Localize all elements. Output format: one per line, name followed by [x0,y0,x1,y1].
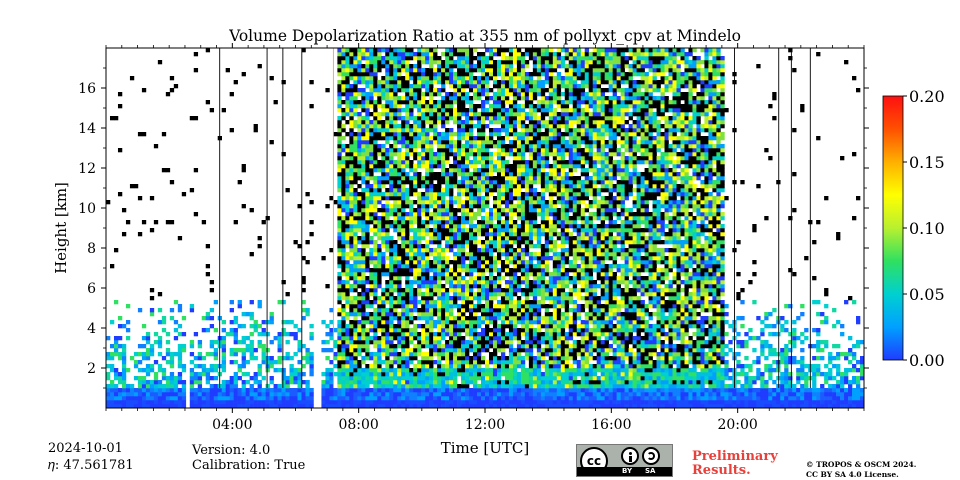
profile-marks [219,48,811,388]
x-tick-label: 16:00 [591,417,631,433]
y-tick-label: 14 [78,121,96,137]
footer-date: 2024-10-01 [48,441,123,456]
cc-sa-text: SA [645,467,656,475]
chart-title: Volume Depolarization Ratio at 355 nm of… [228,27,741,45]
colorbar-tick-label: 0.15 [909,153,945,172]
x-tick-label: 08:00 [338,417,378,433]
x-axis: 04:00 08:00 12:00 16:00 20:00 [105,43,865,433]
cc-icon: cc [580,447,608,475]
footer-eta: 𝜂: 47.561781 [48,458,134,473]
heatmap-plot-area [106,48,864,408]
y-axis: 2 4 6 8 10 12 14 16 [78,67,869,389]
colorbar-tick-label: 0.05 [909,285,945,304]
y-tick-label: 2 [87,361,96,377]
copyright-line1: © TROPOS & OSCM 2024. [806,460,917,469]
copyright-line2: CC BY SA 4.0 License. [806,470,899,479]
cc-by-text: BY [622,467,633,475]
cc-glyph: cc [586,454,602,468]
colorbar-tick-label: 0.00 [909,351,945,370]
preliminary-label-line2: Results. [692,463,751,478]
colorbar-ticks: 0.00 0.05 0.10 0.15 0.20 [903,87,945,370]
y-tick-label: 8 [87,241,96,257]
y-axis-label: Height [km] [52,182,70,274]
share-alike-icon [642,447,660,465]
footer-calibration: Calibration: True [192,458,306,473]
attribution-icon [621,447,639,465]
colorbar-tick-label: 0.20 [909,87,945,106]
colorbar-tick-label: 0.10 [909,219,945,238]
y-tick-label: 6 [87,281,96,297]
y-tick-label: 4 [87,321,96,337]
y-tick-label: 10 [78,201,96,217]
x-tick-label: 20:00 [717,417,757,433]
preliminary-label-line1: Preliminary [692,449,778,464]
x-tick-label: 04:00 [212,417,252,433]
y-tick-label: 12 [78,161,96,177]
x-tick-label: 12:00 [465,417,505,433]
colorbar [882,95,904,361]
footer-version: Version: 4.0 [192,443,271,458]
cc-license-badge: cc BY SA [576,444,673,477]
x-axis-label: Time [UTC] [441,439,530,457]
y-tick-label: 16 [78,81,96,97]
